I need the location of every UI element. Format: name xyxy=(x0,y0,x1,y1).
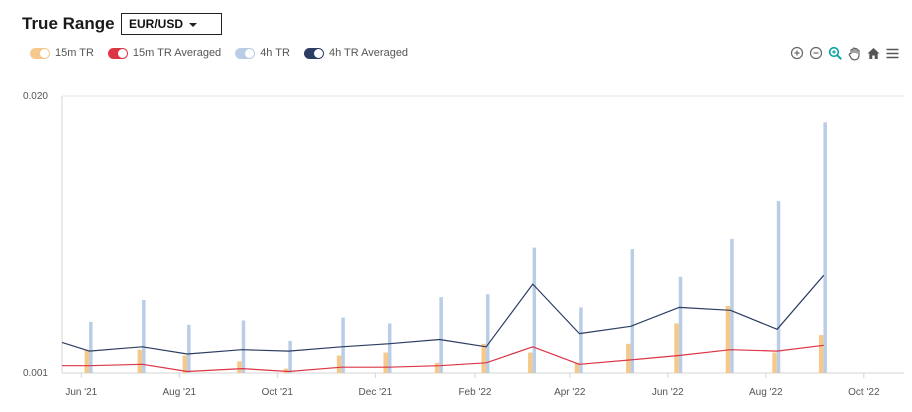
bar-15m-tr xyxy=(336,355,342,373)
pan-icon[interactable] xyxy=(846,45,862,61)
home-icon[interactable] xyxy=(865,45,881,61)
bar-15m-tr xyxy=(237,361,242,373)
bar-4h-tr xyxy=(439,297,443,373)
bar-4h-tr xyxy=(89,321,93,373)
chevron-down-icon xyxy=(189,22,198,27)
chart-toolbar xyxy=(789,45,900,61)
zoom-in-icon[interactable] xyxy=(789,45,805,61)
chart-legend: 15m TR 15m TR Averaged 4h TR 4h TR Avera… xyxy=(30,47,422,59)
x-tick-label: Aug '22 xyxy=(749,387,783,398)
legend-label: 15m TR Averaged xyxy=(132,47,222,59)
bar-4h-tr xyxy=(187,324,191,373)
zoom-select-icon[interactable] xyxy=(827,45,843,61)
bar-4h-tr xyxy=(776,200,781,373)
toggle-switch-icon[interactable] xyxy=(303,47,324,59)
bar-15m-tr xyxy=(481,343,486,373)
legend-item-4h-tr[interactable]: 4h TR xyxy=(235,47,290,59)
x-tick-label: Jun '21 xyxy=(65,387,97,398)
legend-label: 4h TR Averaged xyxy=(328,47,409,59)
bar-4h-tr xyxy=(630,249,635,373)
legend-item-4h-tr-averaged[interactable]: 4h TR Averaged xyxy=(303,47,409,59)
bar-15m-tr xyxy=(137,349,143,373)
toggle-switch-icon[interactable] xyxy=(30,47,50,59)
x-tick-label: Apr '22 xyxy=(554,387,586,398)
bar-15m-tr xyxy=(182,355,188,373)
menu-icon[interactable] xyxy=(884,45,900,61)
bar-15m-tr xyxy=(626,343,631,373)
bar-15m-tr xyxy=(818,335,824,373)
bar-4h-tr xyxy=(579,307,583,373)
chart-title: True Range xyxy=(22,14,115,33)
x-tick-label: Dec '21 xyxy=(359,387,393,398)
toggle-switch-icon[interactable] xyxy=(107,47,128,59)
bar-4h-tr xyxy=(678,276,683,373)
bar-4h-tr xyxy=(532,247,537,373)
bar-4h-tr xyxy=(142,300,146,373)
bar-15m-tr xyxy=(574,362,580,373)
bar-15m-tr xyxy=(725,305,731,373)
currency-pair-value: EUR/USD xyxy=(129,17,184,31)
legend-label: 15m TR xyxy=(55,47,94,59)
bar-4h-tr xyxy=(823,122,827,374)
x-tick-label: Oct '21 xyxy=(262,387,294,398)
bar-4h-tr xyxy=(730,238,734,373)
bar-4h-tr xyxy=(241,320,246,373)
legend-item-15m-tr-averaged[interactable]: 15m TR Averaged xyxy=(107,47,222,59)
bar-15m-tr xyxy=(528,352,533,373)
bar-4h-tr xyxy=(485,294,490,373)
x-tick-label: Oct '22 xyxy=(848,387,880,398)
line-4h-tr-averaged xyxy=(61,274,825,355)
y-tick-label: 0.001 xyxy=(23,368,48,379)
bar-15m-tr xyxy=(383,352,388,373)
toggle-switch-icon[interactable] xyxy=(235,47,256,59)
bar-15m-tr xyxy=(434,362,440,373)
x-tick-label: Aug '21 xyxy=(162,387,196,398)
x-tick-label: Jun '22 xyxy=(652,387,684,398)
y-tick-label: 0.020 xyxy=(23,91,48,102)
bar-15m-tr xyxy=(84,349,90,373)
bar-15m-tr xyxy=(772,352,777,373)
x-tick-label: Feb '22 xyxy=(458,387,491,398)
bar-15m-tr xyxy=(674,323,679,373)
legend-item-15m-tr[interactable]: 15m TR xyxy=(30,47,94,59)
zoom-out-icon[interactable] xyxy=(808,45,824,61)
bar-4h-tr xyxy=(341,317,345,373)
currency-pair-dropdown[interactable]: EUR/USD xyxy=(121,13,222,35)
bar-4h-tr xyxy=(288,340,292,373)
bar-4h-tr xyxy=(387,323,392,373)
line-15m-tr-averaged xyxy=(62,344,824,373)
legend-label: 4h TR xyxy=(260,47,290,59)
